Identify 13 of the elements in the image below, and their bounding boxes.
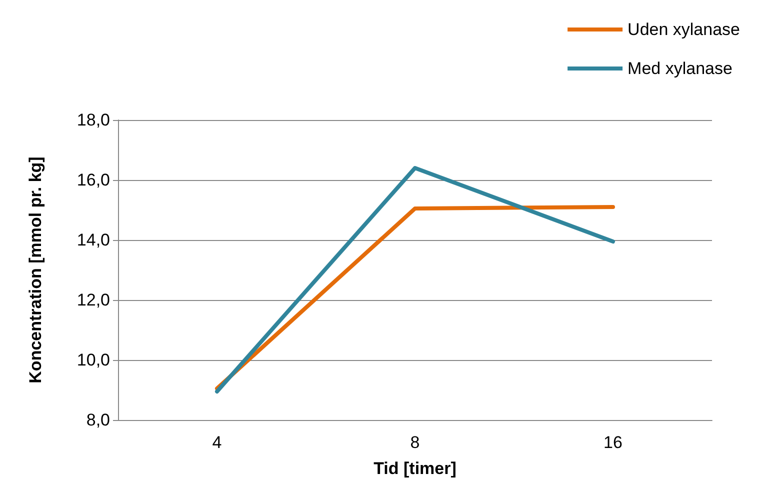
y-tick-label: 16,0	[76, 170, 110, 190]
legend-label: Uden xylanase	[628, 20, 740, 39]
y-tick-label: 12,0	[76, 290, 110, 310]
y-tick-label: 18,0	[76, 110, 110, 130]
x-tick-label: 16	[604, 433, 622, 452]
y-tick-label: 8,0	[86, 410, 110, 430]
y-tick-label: 10,0	[76, 350, 110, 370]
y-tick-label: 14,0	[76, 230, 110, 250]
legend-label: Med xylanase	[628, 59, 732, 78]
x-tick-label: 4	[212, 433, 222, 452]
y-axis-title: Koncentration [mmol pr. kg]	[26, 156, 45, 384]
x-axis-title: Tid [timer]	[374, 459, 456, 478]
x-tick-label: 8	[410, 433, 420, 452]
